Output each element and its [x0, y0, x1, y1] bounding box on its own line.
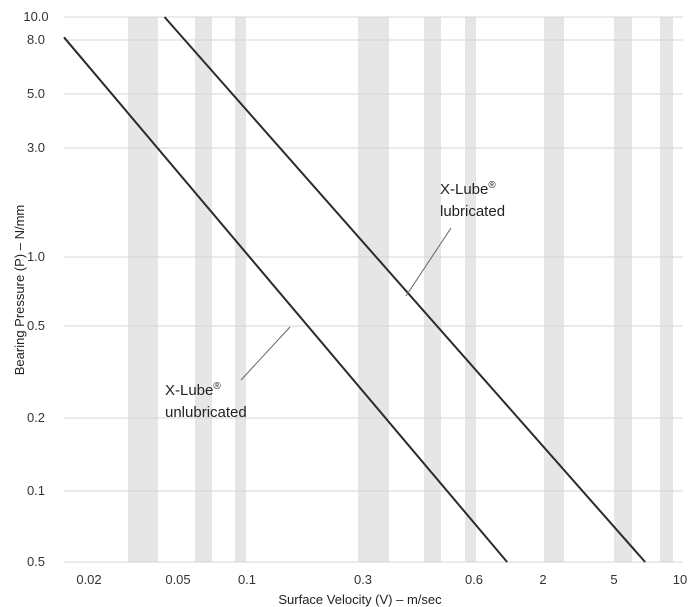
series-line-lubricated	[163, 16, 646, 563]
x-tick-label: 0.1	[238, 572, 256, 587]
y-tick-label: 0.5	[27, 318, 45, 333]
background-band	[544, 17, 564, 562]
series-lines	[63, 16, 646, 563]
y-tick-label: 0.2	[27, 410, 45, 425]
annotation-leader	[240, 326, 291, 381]
series-line-unlubricated	[63, 36, 508, 563]
background-band	[660, 17, 673, 562]
y-tick-label: 0.5	[27, 554, 45, 569]
y-tick-label: 1.0	[27, 249, 45, 264]
annotation-title: X-Lube®	[440, 180, 496, 198]
y-tick-label: 5.0	[27, 86, 45, 101]
y-tick-label: 3.0	[27, 140, 45, 155]
x-tick-label: 0.05	[165, 572, 190, 587]
annotation-subtitle: lubricated	[440, 203, 505, 220]
gridlines	[64, 16, 683, 563]
y-axis-label: Bearing Pressure (P) – N/mm	[12, 205, 27, 376]
x-tick-label: 10	[673, 572, 687, 587]
background-band	[614, 17, 632, 562]
background-band	[358, 17, 389, 562]
x-axis-label: Surface Velocity (V) – m/sec	[278, 592, 442, 607]
annotation-leader	[405, 227, 452, 297]
background-band	[235, 17, 246, 562]
y-tick-labels: 10.0 8.0 5.0 3.0 1.0 0.5 0.2 0.1 0.5	[23, 9, 48, 569]
y-tick-label: 0.1	[27, 483, 45, 498]
y-tick-label: 10.0	[23, 9, 48, 24]
x-tick-label: 2	[539, 572, 546, 587]
annotation-subtitle: unlubricated	[165, 404, 247, 421]
x-tick-label: 0.6	[465, 572, 483, 587]
background-bands	[64, 17, 683, 562]
x-tick-label: 5	[610, 572, 617, 587]
x-tick-label: 0.02	[76, 572, 101, 587]
y-tick-label: 8.0	[27, 32, 45, 47]
annotations: X-Lube® lubricated X-Lube® unlubricated	[165, 180, 505, 421]
annotation-title: X-Lube®	[165, 381, 221, 399]
x-tick-labels: 0.02 0.05 0.1 0.3 0.6 2 5 10	[76, 572, 687, 587]
background-band	[195, 17, 212, 562]
background-band	[424, 17, 441, 562]
x-tick-label: 0.3	[354, 572, 372, 587]
background-band	[465, 17, 476, 562]
background-band	[128, 17, 158, 562]
